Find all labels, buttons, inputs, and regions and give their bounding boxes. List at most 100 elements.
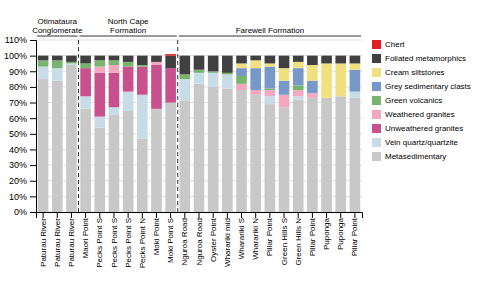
bar [265,88,276,90]
tick-label: 30% [9,160,27,170]
tick-mark [30,118,36,119]
bar [194,55,205,56]
bar [80,63,91,68]
tick-mark [312,212,313,218]
bar [307,65,318,81]
bar [66,56,77,62]
bar [307,81,318,94]
bar [250,56,261,61]
bar [52,60,63,68]
bar [265,63,276,66]
tick-mark [30,103,36,104]
tick: Nguroa Road [180,212,189,266]
legend-swatch [372,54,381,63]
tick-label: Puponga [322,217,331,250]
axis-line [37,213,363,219]
tick: 20% [9,176,36,186]
tick-mark [43,212,44,218]
bar [165,68,176,102]
tick-label: Moki Point [152,217,161,255]
grid-line [36,40,362,41]
bar [66,55,77,56]
tick-mark [227,212,228,218]
bar [137,139,148,212]
tick-mark [241,212,242,218]
tick: 110% [5,35,36,45]
group-separator [177,38,178,212]
legend-label: Chert [385,40,405,49]
bar [109,73,120,107]
bar [222,74,233,88]
legend-item: Metasedimentary [372,152,446,161]
tick-label: Pecks Point S [124,218,133,268]
tick-mark [354,212,355,218]
bar [293,99,304,212]
bar [293,90,304,96]
bar [222,56,233,73]
tick-label: Nguroa Road [195,218,204,266]
tick-label: Oyster Point [209,217,218,262]
tick: Maori Point [81,212,90,258]
bar [208,55,219,56]
chart: 0%10%20%30%40%50%60%70%80%90%100%110%Pat… [0,0,500,284]
tick: 70% [9,98,36,108]
bar [66,62,77,64]
tick-label: Paturau River [53,218,62,267]
bar [80,56,91,64]
bar [194,70,205,73]
tick-label: Paturau River [39,218,48,267]
bar [180,55,191,56]
bar [123,62,134,67]
bar [165,54,176,56]
tick-label: 100% [4,51,27,61]
group-label: OtimatauraConglomerate [32,17,83,35]
series [94,62,317,107]
legend-swatch [372,40,381,49]
series [80,65,176,117]
bar [279,95,290,108]
bar [335,55,346,56]
bar [265,56,276,64]
legend-label: Weathered granites [385,110,455,119]
tick-label: 70% [9,98,27,108]
tick: Moki Point S [166,212,175,263]
series [236,60,360,98]
legend-item: Vein quartz/quartzite [372,138,458,147]
tick-mark [30,181,36,182]
tick-mark [57,212,58,218]
legend-swatch [372,138,381,147]
tick-mark [30,149,36,150]
tick: Oyster Point [209,212,218,262]
tick: Nguroa Road [195,212,204,266]
tick-label: Puponga [336,217,345,250]
bar [279,81,290,95]
bar [137,95,148,139]
bar [80,109,91,212]
tick-label: Wharariki mid [223,218,232,267]
bar [52,56,63,61]
bar [38,55,49,56]
tick-mark [255,212,256,218]
tick-label: 80% [9,82,27,92]
bar [250,55,261,56]
tick-mark [284,212,285,218]
bar [151,55,162,56]
bar [265,104,276,212]
bar [236,56,247,64]
tick-mark [30,87,36,88]
bar [38,67,49,80]
bar [194,56,205,70]
legend-item: Green volcanics [372,96,442,105]
bar [94,56,105,61]
tick: Puponga [336,212,345,250]
legend-label: Foliated metamorphics [385,54,466,63]
tick-mark [30,212,36,213]
tick: 30% [9,160,36,170]
tick-mark [30,40,36,41]
legend-swatch [372,110,381,119]
tick-mark [30,196,36,197]
tick: Pecks Point S [110,212,119,268]
bar [307,98,318,212]
bar [350,70,361,92]
bar [151,62,162,65]
